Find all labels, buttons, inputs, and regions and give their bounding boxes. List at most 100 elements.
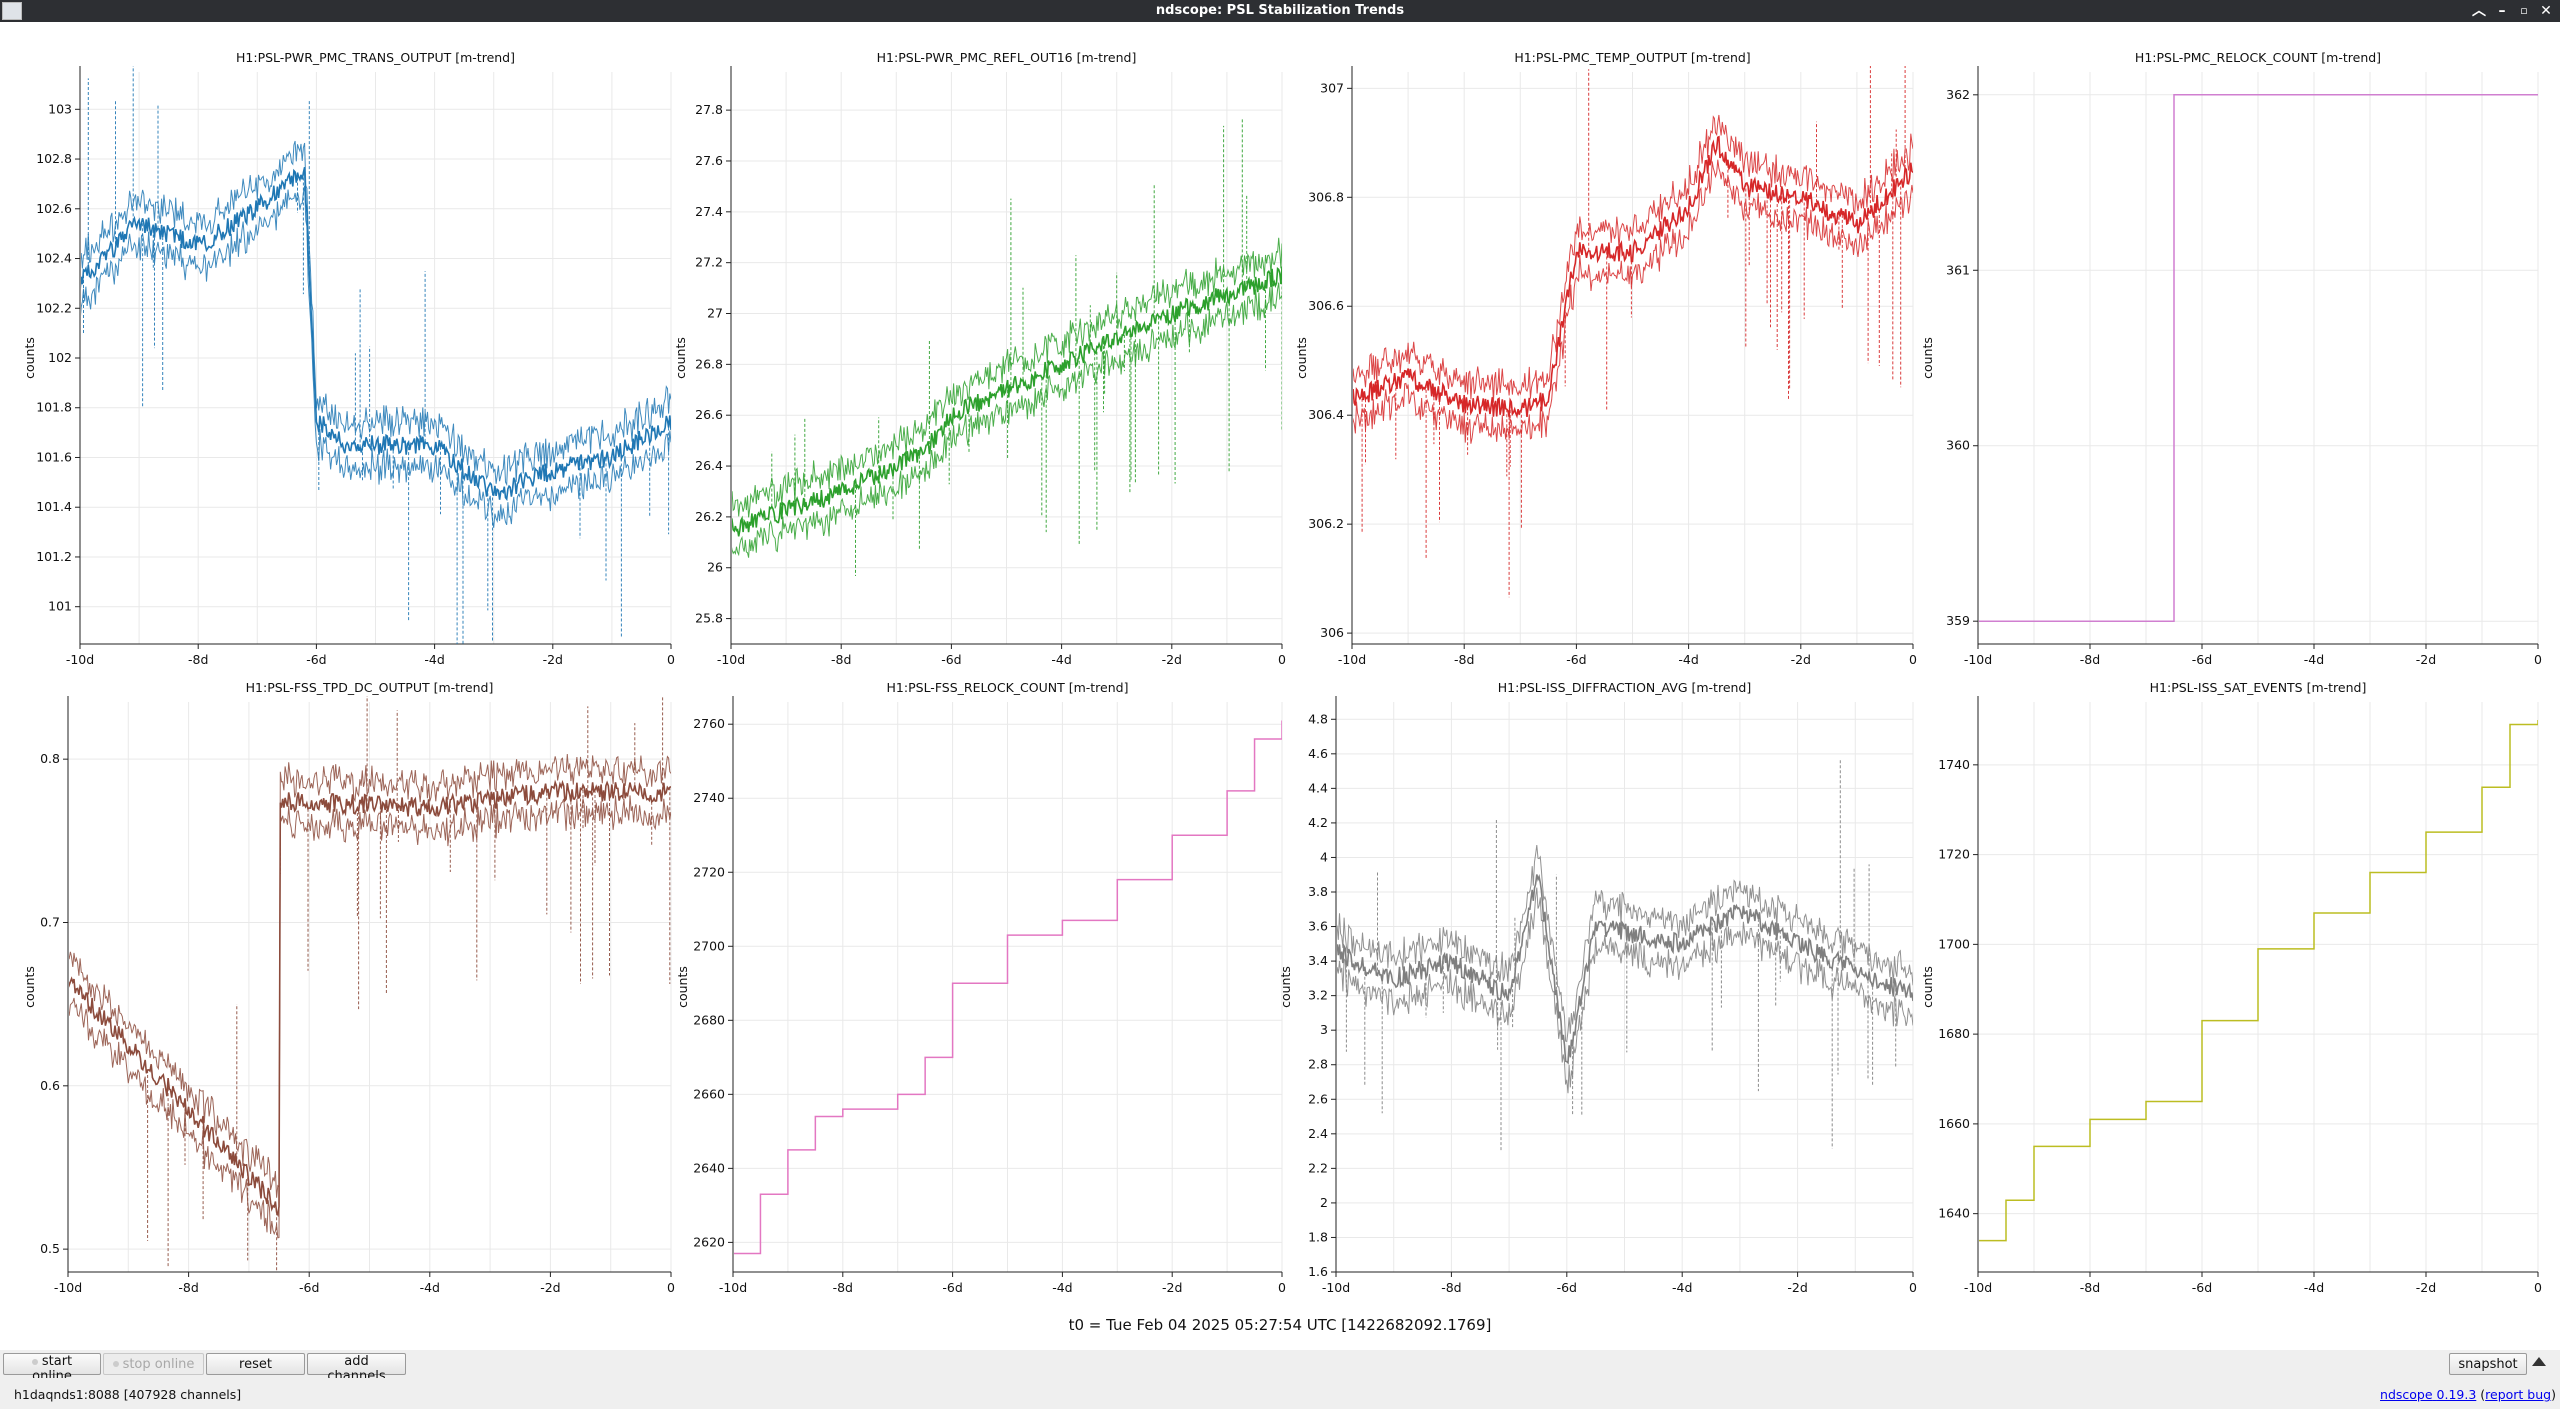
x-tick-label: -2d <box>1162 652 1182 667</box>
y-tick-label: 103 <box>48 101 72 116</box>
window-title: ndscope: PSL Stabilization Trends <box>1155 3 1405 18</box>
y-tick-label: 359 <box>1946 613 1970 628</box>
x-tick-label: -6d <box>1566 652 1586 667</box>
y-tick-label: 1.8 <box>1308 1229 1328 1244</box>
plot-panel[interactable]: H1:PSL-FSS_RELOCK_COUNT [m-trend] counts 2… <box>675 680 1286 1295</box>
x-tick-label: 0 <box>667 652 675 667</box>
x-tick-label: -6d <box>306 652 326 667</box>
plot-title: H1:PSL-FSS_TPD_DC_OUTPUT [m-trend] <box>246 680 494 695</box>
snapshot-button[interactable]: snapshot <box>2449 1353 2527 1375</box>
y-tick-label: 101.4 <box>36 499 72 514</box>
stop-icon <box>112 1361 119 1367</box>
y-tick-label: 27.2 <box>695 255 723 270</box>
x-tick-label: -10d <box>54 1280 82 1295</box>
plot-title: H1:PSL-FSS_RELOCK_COUNT [m-trend] <box>887 680 1129 695</box>
x-tick-label: 0 <box>2534 652 2542 667</box>
x-tick-label: -8d <box>2080 652 2100 667</box>
series-max-line <box>81 140 671 487</box>
stop-online-button: stop online <box>103 1353 204 1375</box>
y-tick-label: 0.8 <box>40 751 60 766</box>
x-tick-label: -8d <box>2080 1280 2100 1295</box>
y-axis-label: counts <box>675 966 690 1008</box>
y-axis-label: counts <box>1920 337 1935 379</box>
window-shade-icon[interactable]: ︿ <box>2472 3 2486 19</box>
start-online-button[interactable]: start online <box>3 1353 101 1384</box>
close-icon[interactable]: ✕ <box>2540 3 2552 19</box>
y-tick-label: 101 <box>48 599 72 614</box>
report-bug-link[interactable]: report bug <box>2485 1387 2552 1402</box>
app-icon <box>2 2 22 20</box>
y-tick-label: 2640 <box>693 1160 725 1175</box>
plot-panel[interactable]: H1:PSL-FSS_TPD_DC_OUTPUT [m-trend] counts… <box>22 613 675 1350</box>
x-tick-label: -2d <box>1162 1280 1182 1295</box>
x-tick-label: -10d <box>1964 1280 1992 1295</box>
x-tick-label: -2d <box>2416 1280 2436 1295</box>
plot-panel[interactable]: H1:PSL-PWR_PMC_TRANS_OUTPUT [m-trend] cou… <box>22 50 675 668</box>
y-tick-label: 3.4 <box>1308 953 1328 968</box>
x-tick-label: -8d <box>178 1280 198 1295</box>
series-min-line <box>81 185 671 528</box>
y-tick-label: 26.2 <box>695 509 723 524</box>
add-channels-button[interactable]: add channels <box>307 1353 406 1384</box>
x-tick-label: -10d <box>1964 652 1992 667</box>
x-tick-label: -2d <box>540 1280 560 1295</box>
y-tick-label: 362 <box>1946 87 1970 102</box>
plot-title: H1:PSL-ISS_SAT_EVENTS [m-trend] <box>2150 680 2367 695</box>
server-status: h1daqnds1:8088 [407928 channels] <box>14 1387 242 1402</box>
x-tick-label: -8d <box>188 652 208 667</box>
y-axis-label: counts <box>22 966 37 1008</box>
y-tick-label: 2 <box>1320 1195 1328 1210</box>
plot-panel[interactable]: H1:PSL-ISS_SAT_EVENTS [m-trend] counts 164… <box>1920 680 2542 1295</box>
x-tick-label: -6d <box>2192 652 2212 667</box>
x-tick-label: -8d <box>833 1280 853 1295</box>
x-tick-label: -8d <box>831 652 851 667</box>
y-tick-label: 1660 <box>1938 1116 1970 1131</box>
y-tick-label: 102.2 <box>36 300 72 315</box>
y-tick-label: 26.6 <box>695 407 723 422</box>
x-tick-label: 0 <box>667 1280 675 1295</box>
y-tick-label: 1640 <box>1938 1206 1970 1221</box>
plot-grid[interactable]: t0 = Tue Feb 04 2025 05:27:54 UTC [14226… <box>0 22 2560 1350</box>
series-line <box>734 720 1282 1255</box>
series-mean-line <box>81 167 671 502</box>
x-tick-label: -6d <box>942 1280 962 1295</box>
x-tick-label: 0 <box>1909 1280 1917 1295</box>
series-min-line <box>1337 887 1913 1094</box>
y-axis-label: counts <box>1278 966 1293 1008</box>
expand-panel-icon[interactable] <box>2532 1357 2546 1366</box>
plot-area[interactable]: t0 = Tue Feb 04 2025 05:27:54 UTC [14226… <box>0 22 2560 1350</box>
minimize-icon[interactable]: – <box>2498 3 2506 19</box>
maximize-icon[interactable]: ▫ <box>2520 4 2528 17</box>
y-tick-label: 306.6 <box>1308 298 1344 313</box>
plot-panel[interactable]: H1:PSL-PMC_RELOCK_COUNT [m-trend] counts 3… <box>1920 50 2542 667</box>
y-tick-label: 3.6 <box>1308 919 1328 934</box>
series-spikes <box>83 66 670 644</box>
series-trace <box>69 696 671 1272</box>
plot-panel[interactable]: H1:PSL-PMC_TEMP_OUTPUT [m-trend] counts 30… <box>1294 22 1917 667</box>
series-mean-line <box>732 266 1282 537</box>
y-tick-label: 2660 <box>693 1086 725 1101</box>
y-tick-label: 4.2 <box>1308 815 1328 830</box>
x-tick-label: -4d <box>2304 652 2324 667</box>
bottom-toolbar: start online stop online reset add chann… <box>0 1350 2560 1384</box>
series-line <box>1979 94 2538 622</box>
y-tick-label: 25.8 <box>695 611 723 626</box>
series-trace <box>1353 66 1913 598</box>
series-min-line <box>69 795 671 1239</box>
series-min-line <box>1353 159 1913 444</box>
reset-button[interactable]: reset <box>206 1353 305 1375</box>
x-tick-label: -4d <box>420 1280 440 1295</box>
plot-panel[interactable]: H1:PSL-PWR_PMC_REFL_OUT16 [m-trend] count… <box>673 50 1286 667</box>
y-tick-label: 101.8 <box>36 400 72 415</box>
y-tick-label: 102 <box>48 350 72 365</box>
x-tick-label: -4d <box>1051 652 1071 667</box>
x-tick-label: -2d <box>1787 1280 1807 1295</box>
x-tick-label: -6d <box>1557 1280 1577 1295</box>
version-info: ndscope 0.19.3 (report bug) <box>2380 1387 2556 1402</box>
ndscope-link[interactable]: ndscope 0.19.3 <box>2380 1387 2476 1402</box>
plot-panel[interactable]: H1:PSL-ISS_DIFFRACTION_AVG [m-trend] coun… <box>1278 680 1917 1295</box>
y-tick-label: 27.6 <box>695 153 723 168</box>
plot-title: H1:PSL-PWR_PMC_REFL_OUT16 [m-trend] <box>877 50 1137 65</box>
y-tick-label: 360 <box>1946 438 1970 453</box>
y-tick-label: 4.6 <box>1308 746 1328 761</box>
